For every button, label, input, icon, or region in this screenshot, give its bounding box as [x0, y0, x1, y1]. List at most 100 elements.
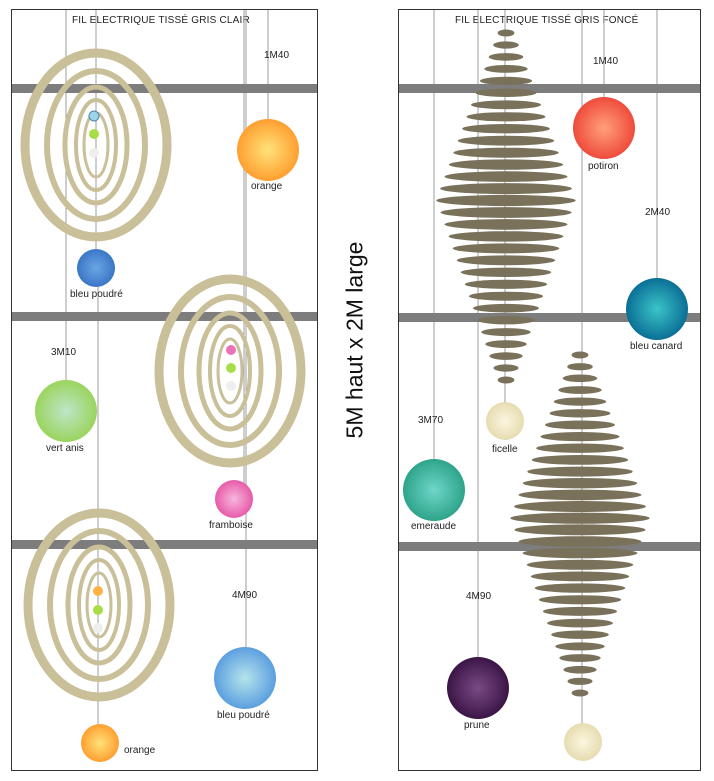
disc-slice: [444, 171, 568, 182]
left-bar-2: [12, 312, 317, 321]
disc-slice: [473, 303, 539, 313]
disc-slice: [448, 159, 564, 170]
disc-slice: [457, 135, 555, 146]
disc-slice: [462, 124, 550, 134]
disc-slice: [549, 409, 611, 418]
disc-slice: [551, 630, 609, 639]
disc-slice: [536, 443, 624, 453]
disc-slice: [559, 654, 601, 662]
label-orange-bottom: orange: [124, 745, 156, 756]
disc-slice: [514, 524, 646, 536]
disc-slice: [543, 606, 617, 616]
disc-slice: [489, 352, 523, 360]
label-vert-anis: vert anis: [46, 443, 84, 454]
disc-slice: [484, 65, 528, 73]
lamp-orange-bottom: [81, 724, 119, 762]
lamp-emeraude: [403, 459, 465, 521]
disc-slice: [493, 364, 519, 372]
ring-pendant-bottom: [23, 508, 175, 702]
disc-slice: [497, 29, 515, 37]
disc-slice: [518, 489, 642, 501]
right-bar-1: [399, 84, 700, 93]
disc-slice: [444, 219, 568, 230]
disc-slice: [464, 279, 548, 289]
disc-slice: [440, 183, 572, 195]
bead-white: [89, 148, 99, 158]
lamp-bleu-poudre-top: [77, 249, 115, 287]
bead-orange: [93, 586, 103, 596]
disc-slice: [485, 340, 527, 348]
disc-slice: [555, 642, 605, 651]
disc-slice: [563, 665, 597, 674]
lamp-prune: [447, 657, 509, 719]
left-measure-4m90: 4M90: [232, 590, 258, 601]
ring-pendant-middle: [154, 274, 306, 468]
disc-slice: [540, 432, 620, 442]
disc-slice: [466, 112, 546, 122]
label-orange-top: orange: [251, 181, 283, 192]
disc-slice: [547, 618, 613, 628]
disc-slice: [469, 291, 543, 301]
disc-slice: [479, 76, 533, 85]
disc-slice: [453, 147, 559, 158]
left-bar-3: [12, 540, 317, 549]
label-emeraude: emeraude: [411, 521, 457, 532]
disc-slice: [571, 689, 589, 697]
disc-pendant-bottom: [510, 351, 650, 697]
disc-slice: [518, 536, 642, 547]
disc-slice: [514, 501, 646, 512]
left-panel-title: FIL ELECTRIQUE TISSÉ GRIS CLAIR: [72, 15, 250, 26]
right-panel: FIL ELECTRIQUE TISSÉ GRIS FONCÉ: [398, 9, 701, 771]
disc-slice: [567, 363, 593, 371]
bead-green-2: [226, 363, 236, 373]
disc-slice: [510, 512, 650, 524]
disc-slice: [497, 376, 515, 384]
disc-slice: [440, 207, 572, 218]
label-potiron: potiron: [588, 161, 619, 172]
disc-slice: [488, 53, 524, 61]
bead-white-2: [226, 381, 236, 391]
label-bleu-poudre-bottom: bleu poudré: [217, 710, 270, 721]
lamp-framboise: [215, 480, 253, 518]
disc-slice: [460, 267, 552, 277]
disc-slice: [527, 466, 633, 477]
lamp-potiron: [573, 97, 635, 159]
disc-slice: [558, 386, 602, 394]
disc-slice: [452, 243, 560, 254]
bead-green-3: [93, 605, 103, 615]
lamp-orange-top: [237, 119, 299, 181]
disc-slice: [448, 231, 564, 242]
ring-pendant-top: [20, 48, 172, 242]
lamp-bleu-poudre-bottom: [214, 647, 276, 709]
right-measure-3m70: 3M70: [418, 415, 444, 426]
disc-slice: [436, 194, 576, 207]
disc-slice: [571, 351, 589, 359]
disc-slice: [531, 455, 629, 465]
bead-white-3: [93, 623, 103, 633]
label-bleu-canard: bleu canard: [630, 341, 683, 352]
disc-slice: [534, 583, 626, 593]
disc-slice: [475, 88, 537, 98]
disc-slice: [553, 397, 607, 406]
disc-slice: [477, 316, 535, 325]
left-measure-3m10: 3M10: [51, 347, 77, 358]
disc-slice: [522, 478, 638, 489]
disc-slice: [481, 328, 531, 337]
lamp-bleu-canard: [626, 278, 688, 340]
disc-slice: [530, 571, 630, 582]
lamp-ficelle: [486, 402, 524, 440]
disc-slice: [493, 41, 519, 49]
left-measure-1m40: 1M40: [264, 50, 290, 61]
disc-slice: [567, 677, 593, 685]
disc-pendant-top: [436, 29, 576, 384]
bead-green: [89, 129, 99, 139]
right-measure-2m40: 2M40: [645, 207, 671, 218]
lamp-vert-anis: [35, 380, 97, 442]
disc-slice: [526, 559, 634, 570]
disc-slice: [471, 100, 541, 110]
right-bar-3: [399, 542, 700, 551]
right-panel-title: FIL ELECTRIQUE TISSÉ GRIS FONCÉ: [455, 15, 639, 26]
right-measure-4m90: 4M90: [466, 591, 492, 602]
disc-slice: [456, 255, 556, 266]
